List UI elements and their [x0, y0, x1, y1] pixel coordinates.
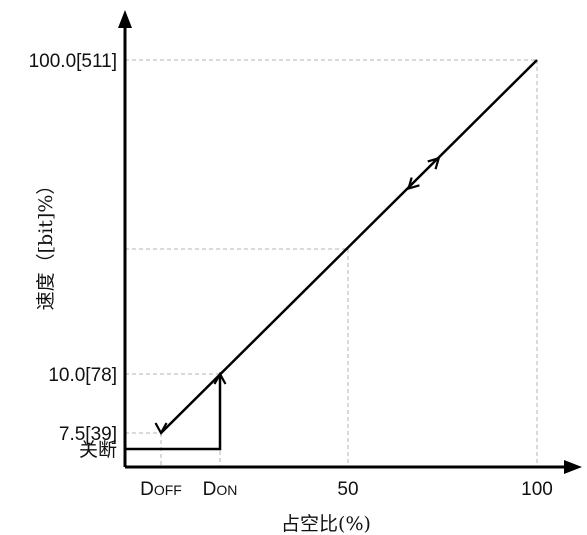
y-tick-label-1: 10.0[78] — [48, 365, 117, 386]
y-axis-label: 速度（[bit]%） — [35, 176, 57, 311]
y-tick-labels: 100.0[511] 10.0[78] 7.5[39]关断 — [29, 51, 117, 461]
arrow-head-1 — [154, 422, 168, 436]
x-tick-label-3: 100 — [521, 479, 553, 500]
arrow-head-3 — [406, 177, 420, 191]
arrow-head-0 — [213, 371, 227, 385]
y-tick-label-3: 关断 — [79, 439, 117, 461]
y-tick-label-2: 7.5[39] — [59, 424, 117, 445]
series-line-1 — [125, 374, 222, 451]
x-axis-arrow — [564, 460, 582, 474]
arrow-head-2 — [427, 156, 441, 170]
series-lines — [125, 59, 538, 451]
y-tick-label-0: 100.0[511] — [29, 51, 117, 72]
x-tick-label-2: 50 — [337, 479, 358, 500]
x-tick-labels: DOFF DON 50 100 — [140, 479, 553, 500]
x-tick-label-1: DON — [203, 479, 238, 500]
x-tick-label-0: DOFF — [140, 479, 182, 500]
direction-arrows — [154, 156, 441, 436]
axes — [118, 10, 582, 474]
series-line-0 — [160, 59, 538, 434]
x-axis-label: 占空比(%) — [281, 513, 371, 535]
y-axis-arrow — [118, 10, 132, 28]
